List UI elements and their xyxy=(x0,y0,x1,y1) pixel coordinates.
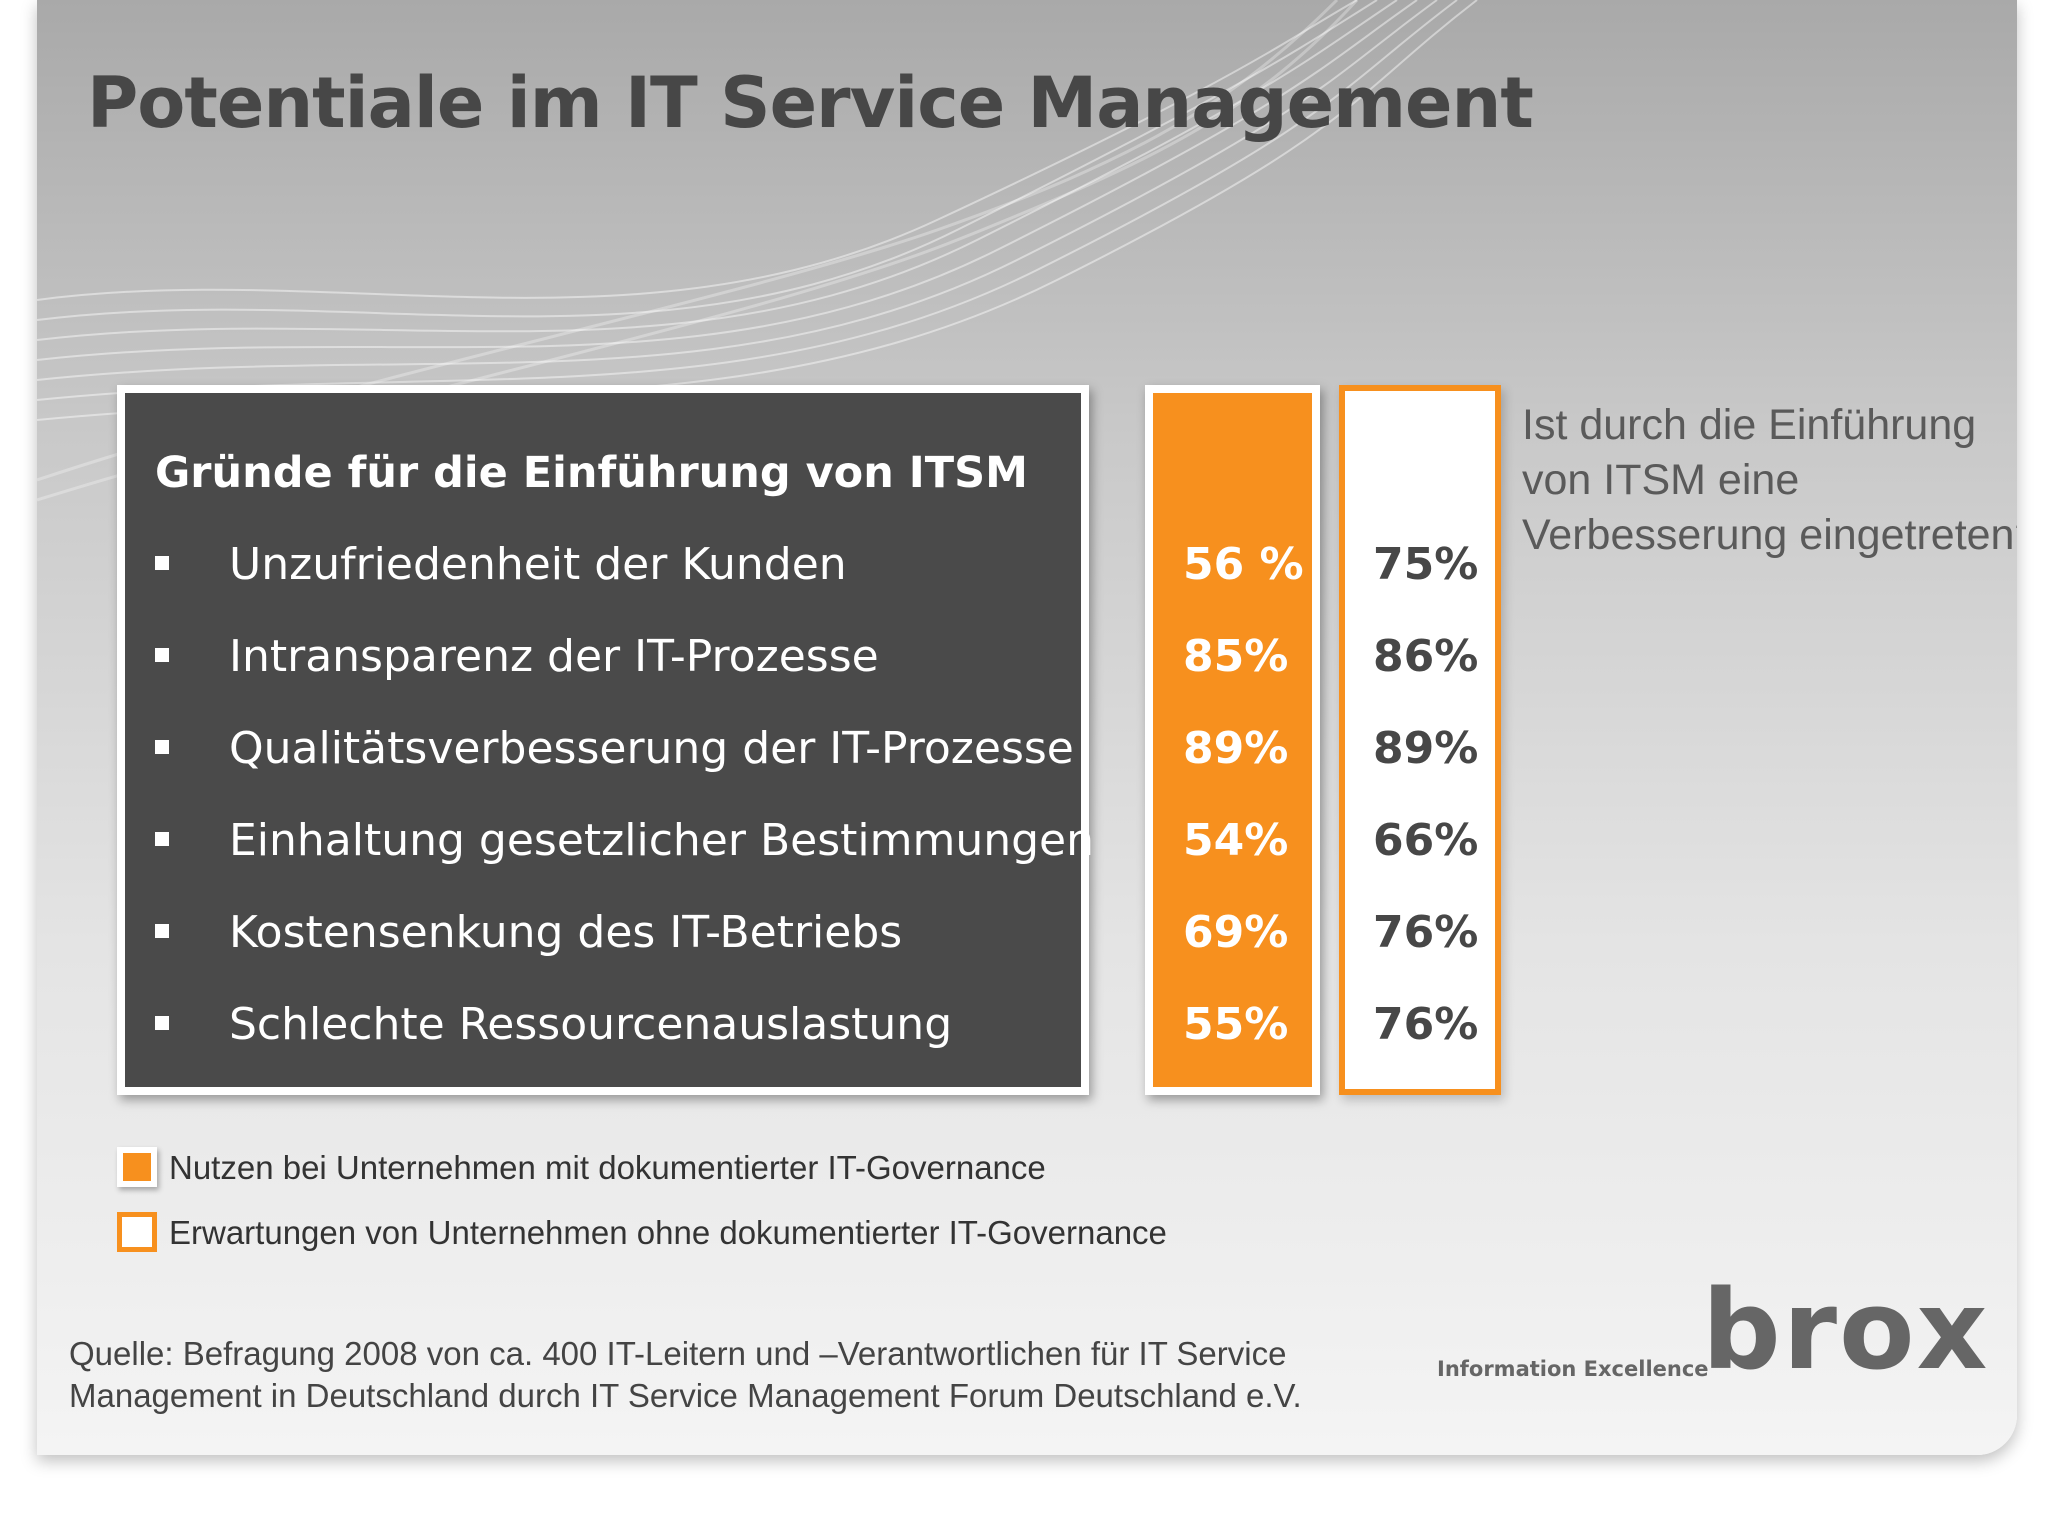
bullet-icon xyxy=(155,832,169,846)
legend-item-without-governance: Erwartungen von Unternehmen ohne dokumen… xyxy=(117,1208,1167,1258)
reason-label: Unzufriedenheit der Kunden xyxy=(229,539,847,590)
legend-label: Nutzen bei Unternehmen mit dokumentierte… xyxy=(169,1149,1046,1186)
bullet-icon xyxy=(155,556,169,570)
bullet-icon xyxy=(155,740,169,754)
with-governance-value: 55% xyxy=(1183,999,1289,1050)
reason-item: Schlechte Ressourcenauslastung xyxy=(155,995,952,1055)
with-governance-value: 56 % xyxy=(1183,539,1304,590)
reason-label: Intransparenz der IT-Prozesse xyxy=(229,631,879,682)
slide-title: Potentiale im IT Service Management xyxy=(87,62,1534,144)
bullet-icon xyxy=(155,924,169,938)
without-governance-value: 66% xyxy=(1373,815,1479,866)
with-governance-value: 54% xyxy=(1183,815,1289,866)
orange-outline-square-icon xyxy=(117,1212,157,1253)
reasons-heading: Gründe für die Einführung von ITSM xyxy=(155,448,1028,498)
without-governance-value: 86% xyxy=(1373,631,1479,682)
reason-label: Einhaltung gesetzlicher Bestimmungen xyxy=(229,815,1094,866)
reasons-box: Gründe für die Einführung von ITSM Unzuf… xyxy=(117,385,1094,1095)
reason-item: Einhaltung gesetzlicher Bestimmungen xyxy=(155,811,1094,871)
source-note: Quelle: Befragung 2008 von ca. 400 IT-Le… xyxy=(69,1335,1302,1414)
reason-item: Unzufriedenheit der Kunden xyxy=(155,535,847,595)
reason-item: Kostensenkung des IT-Betriebs xyxy=(155,903,902,963)
question-text: Ist durch die Einführung von ITSM eine V… xyxy=(1522,401,2017,559)
reason-label: Kostensenkung des IT-Betriebs xyxy=(229,907,903,958)
brox-logo: brox xyxy=(1702,1266,1990,1394)
reason-label: Schlechte Ressourcenauslastung xyxy=(229,999,953,1050)
bullet-icon xyxy=(155,648,169,662)
orange-filled-square-icon xyxy=(117,1147,157,1188)
legend-label: Erwartungen von Unternehmen ohne dokumen… xyxy=(169,1214,1167,1251)
reason-item: Qualitätsverbesserung der IT-Prozesse xyxy=(155,719,1074,779)
logo-tagline: Information Excellence xyxy=(1437,1357,1709,1381)
with-governance-value: 89% xyxy=(1183,723,1289,774)
without-governance-value: 76% xyxy=(1373,999,1479,1050)
without-governance-column: 75% 86% 89% 66% 76% 76% xyxy=(1339,385,1501,1095)
with-governance-value: 85% xyxy=(1183,631,1289,682)
reason-label: Qualitätsverbesserung der IT-Prozesse xyxy=(229,723,1074,774)
without-governance-value: 75% xyxy=(1373,539,1479,590)
legend-item-with-governance: Nutzen bei Unternehmen mit dokumentierte… xyxy=(117,1143,1046,1193)
with-governance-value: 69% xyxy=(1183,907,1289,958)
with-governance-column: 56 % 85% 89% 54% 69% 55% xyxy=(1145,385,1320,1095)
without-governance-value: 89% xyxy=(1373,723,1479,774)
slide: Potentiale im IT Service Management Grün… xyxy=(37,0,2017,1455)
without-governance-value: 76% xyxy=(1373,907,1479,958)
reason-item: Intransparenz der IT-Prozesse xyxy=(155,627,879,687)
bullet-icon xyxy=(155,1016,169,1030)
